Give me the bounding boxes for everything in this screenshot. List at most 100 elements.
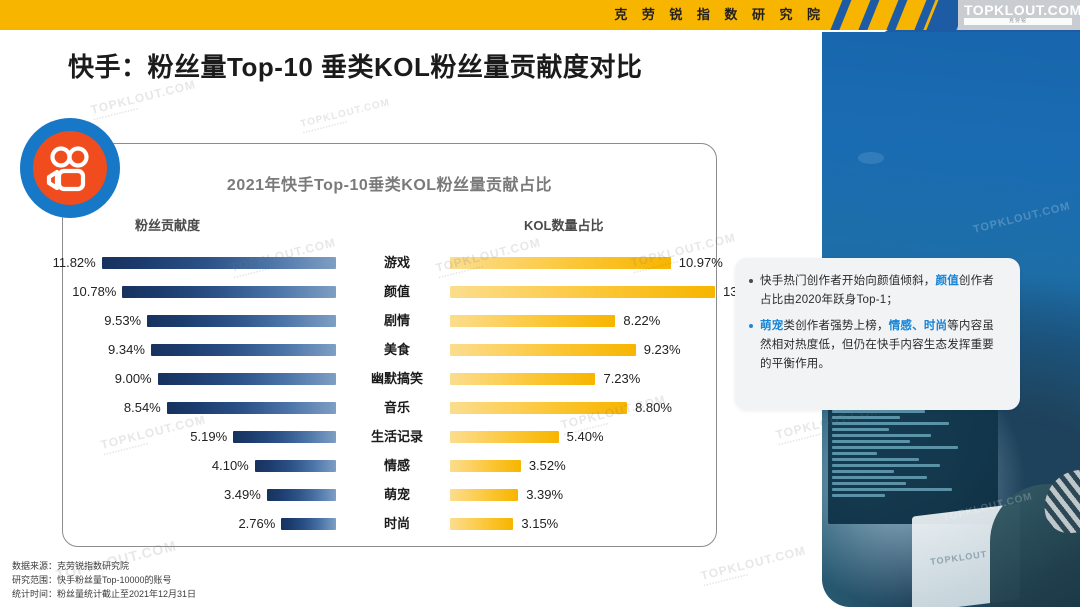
chart-row: 10.78%颜值13.17% (0, 277, 1080, 306)
left-value-label: 9.00% (114, 371, 152, 386)
watermark: TOPKLOUT.COM●●●●●●●●●●●●●●●● (299, 97, 392, 135)
left-bar (166, 401, 336, 414)
chart-row: 4.10% 情感 3.52% (0, 451, 1080, 480)
right-value-label: 5.40% (566, 429, 604, 444)
left-bar (266, 488, 336, 501)
left-value-label: 9.34% (108, 342, 145, 357)
right-bar-track (450, 277, 718, 306)
topklout-wordmark: TOPKLOUT.COM (964, 2, 1080, 18)
chart-row: 9.34% 美食 9.23% (0, 335, 1080, 364)
right-bar (450, 459, 521, 472)
right-bar-track (450, 335, 718, 364)
left-value-label: 4.10% (211, 458, 249, 473)
right-bar (450, 285, 715, 298)
category-label: 颜值 (383, 284, 410, 299)
category-label: 美食 (383, 342, 410, 357)
right-value-label: 8.22% (623, 313, 661, 328)
bullet-dot-icon (749, 317, 760, 374)
left-value-label: 2.76% (238, 516, 276, 531)
left-bar-track (68, 364, 336, 393)
chart-title: 2021年快手Top-10垂类KOL粉丝量贡献占比 (226, 177, 553, 194)
right-column-header: KOL数量占比 (524, 218, 604, 233)
right-bar (450, 343, 636, 356)
right-bar (450, 256, 671, 269)
highlight-term: 颜值 (935, 275, 959, 287)
footer-line: 统计时间：粉丝量统计截止至2021年12月31日 (12, 589, 197, 599)
right-bar-track (450, 451, 718, 480)
left-bar (254, 459, 336, 472)
banner-stripes (820, 0, 960, 30)
category-label: 剧情 (383, 313, 410, 328)
chart-row: 8.54% 音乐 8.80% (0, 393, 1080, 422)
chart-row: 9.00% 幽默搞笑 7.23% (0, 364, 1080, 393)
category-label: 情感 (383, 458, 410, 473)
footer-line: 研究范围：快手粉丝量Top-10000的账号 (12, 575, 172, 585)
category-label: 时尚 (383, 516, 410, 531)
left-bar-track (68, 277, 336, 306)
right-bar (450, 314, 616, 327)
right-bar-track (450, 306, 718, 335)
plain-text: 创作者占比由2020年跃身Top-1； (760, 275, 995, 306)
category-label: 幽默搞笑 (370, 371, 423, 386)
category-label: 生活记录 (370, 429, 423, 444)
chart-rows: 11.82%游戏10.97%10.78%颜值13.17%9.53%剧情8.22%… (0, 248, 1080, 538)
chart-row: 2.76% 时尚 3.15% (0, 509, 1080, 538)
footer-notes: 数据来源：克劳锐指数研究院研究范围：快手粉丝量Top-10000的账号统计时间：… (12, 559, 196, 601)
insight-text: 萌宠类创作者强势上榜，情感、时尚等内容虽然相对热度低，但仍在快手内容生态发挥重要… (760, 317, 1004, 374)
category-label: 游戏 (383, 255, 410, 270)
left-value-label: 10.78% (72, 284, 117, 299)
bullet-dot-icon (749, 272, 760, 310)
watermark: TOPKLOUT.COM●●●●●●●●●●●●●●●● (699, 543, 808, 588)
left-column-header: 粉丝贡献度 (135, 218, 201, 233)
right-bar-track (450, 364, 718, 393)
plain-text: 等内容虽然相对热度低，但仍在快手内容生态发挥重要的平衡作用。 (760, 320, 995, 370)
left-bar-track (68, 422, 336, 451)
right-bar-track (450, 248, 718, 277)
left-bar-track (68, 306, 336, 335)
plain-text: 类创作者强势上榜， (783, 320, 889, 332)
brand-center-label: 克 劳 锐 指 数 研 究 院 (614, 8, 825, 23)
category-label: 萌宠 (383, 487, 410, 502)
left-bar-track (68, 451, 336, 480)
footer-line: 数据来源：克劳锐指数研究院 (12, 561, 130, 571)
highlight-term: 情感、时尚 (888, 320, 948, 332)
left-bar (147, 314, 336, 327)
plain-text: 快手热门创作者开始向颜值倾斜， (760, 275, 936, 287)
left-bar (157, 372, 336, 385)
left-bar-track (68, 509, 336, 538)
right-bar-track (450, 393, 718, 422)
left-value-label: 8.54% (123, 400, 161, 415)
right-bar (450, 401, 628, 414)
left-bar-track (68, 248, 336, 277)
photo-watermark: TOPKLOUT.COM (972, 200, 1072, 236)
kuaishou-logo-inner (33, 131, 107, 205)
right-value-label: 7.23% (603, 371, 641, 386)
right-bar-track (450, 509, 718, 538)
left-bar (281, 517, 336, 530)
right-bar (450, 430, 559, 443)
right-value-label: 3.52% (528, 458, 566, 473)
topklout-subtitle: 克劳锐 (964, 18, 1072, 25)
page-title: 快手：粉丝量Top-10 垂类KOL粉丝量贡献度对比 (68, 52, 643, 82)
left-bar (101, 256, 336, 269)
highlight-term: 萌宠 (760, 320, 784, 332)
chart-row: 11.82% 游戏 10.97% (0, 248, 1080, 277)
right-value-label: 10.97% (678, 255, 723, 270)
right-value-label: 3.39% (526, 487, 564, 502)
right-bar-track (450, 422, 718, 451)
insight-note-box: 快手热门创作者开始向颜值倾斜，颜值创作者占比由2020年跃身Top-1； 萌宠类创… (735, 258, 1020, 410)
insight-bullet-item: 萌宠类创作者强势上榜，情感、时尚等内容虽然相对热度低，但仍在快手内容生态发挥重要… (749, 317, 1004, 374)
category-label: 音乐 (383, 400, 410, 415)
left-bar (233, 430, 336, 443)
left-value-label: 9.53% (104, 313, 142, 328)
left-bar-track (68, 335, 336, 364)
right-value-label: 8.80% (635, 400, 672, 415)
left-bar-track (68, 393, 336, 422)
topklout-logo: TOPKLOUT.COM 克劳锐 (958, 0, 1080, 30)
left-value-label: 11.82% (52, 255, 96, 270)
right-bar-track (450, 480, 718, 509)
left-bar (122, 285, 336, 298)
right-bar (450, 488, 519, 501)
chart-row: 3.49% 萌宠 3.39% (0, 480, 1080, 509)
